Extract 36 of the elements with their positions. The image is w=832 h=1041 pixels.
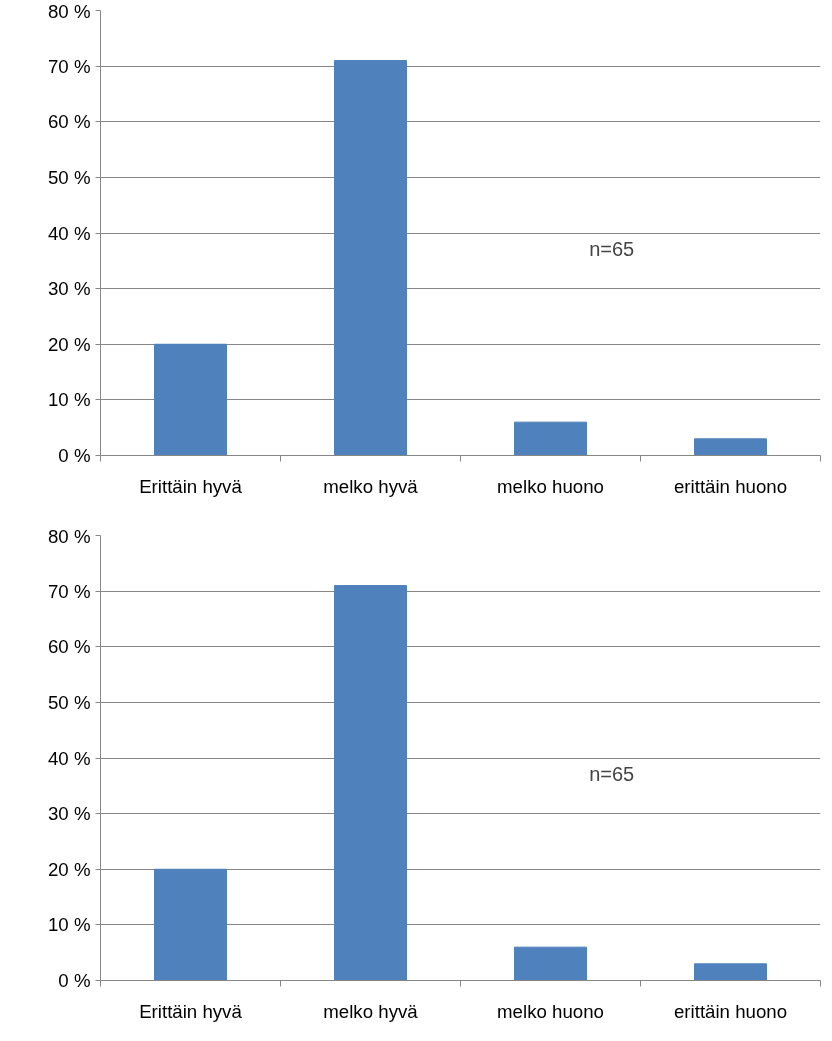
bar xyxy=(694,438,767,456)
y-tick-label: 0 % xyxy=(58,445,91,466)
y-tick-label: 70 % xyxy=(47,580,91,602)
y-tick-label: 80 % xyxy=(47,0,91,22)
bar xyxy=(154,343,227,456)
x-tick-label: melko hyvä xyxy=(323,475,419,497)
y-tick-label: 50 % xyxy=(47,691,91,713)
y-tick-label: 10 % xyxy=(47,389,91,411)
y-tick-label: 20 % xyxy=(47,858,91,880)
annotation: n=65 xyxy=(589,237,635,260)
y-tick-label: 40 % xyxy=(47,747,91,769)
x-tick-label: Erittäin hyvä xyxy=(139,475,243,497)
bar xyxy=(514,946,587,981)
x-tick-label: melko huono xyxy=(497,1000,604,1022)
bar xyxy=(514,421,587,456)
x-tick-label: melko huono xyxy=(497,475,604,497)
y-tick-label: 10 % xyxy=(47,914,91,936)
x-tick-label: Erittäin hyvä xyxy=(139,1000,243,1022)
y-tick-label: 60 % xyxy=(47,636,91,658)
y-tick-label: 20 % xyxy=(47,333,91,355)
x-tick-label: erittäin huono xyxy=(673,1000,788,1022)
annotation: n=65 xyxy=(589,762,635,785)
x-tick-label: melko hyvä xyxy=(323,1000,419,1022)
x-tick-label: erittäin huono xyxy=(673,475,788,497)
bar xyxy=(334,585,407,981)
y-tick-label: 60 % xyxy=(47,111,91,133)
bar xyxy=(154,868,227,981)
y-tick-label: 50 % xyxy=(47,166,91,188)
bar xyxy=(334,60,407,456)
y-tick-label: 80 % xyxy=(47,525,91,547)
y-tick-label: 30 % xyxy=(47,803,91,825)
bar xyxy=(694,963,767,981)
y-tick-label: 0 % xyxy=(58,970,91,991)
y-tick-label: 70 % xyxy=(47,55,91,77)
y-tick-label: 40 % xyxy=(47,222,91,244)
y-tick-label: 30 % xyxy=(47,278,91,300)
